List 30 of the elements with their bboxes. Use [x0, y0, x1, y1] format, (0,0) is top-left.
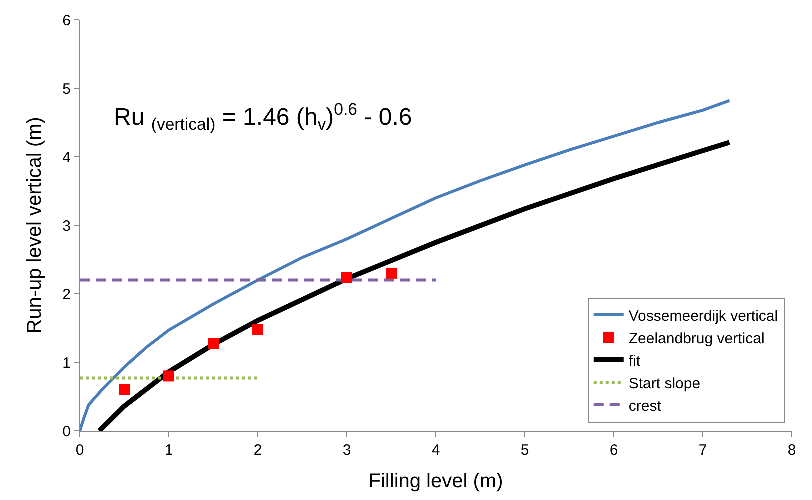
point	[208, 338, 219, 350]
y-tick-label: 1	[62, 354, 71, 372]
annotation: Ru $_{(vertical)}$ = 1.46 (h$_{v}$)$^{0.6}$ - 0.6	[114, 100, 412, 134]
y-axis-title: Run-up level vertical (m)	[24, 117, 46, 334]
point	[342, 272, 352, 284]
x-tick-label: 4	[432, 442, 440, 459]
y-tick-label: 4	[62, 149, 71, 166]
y-tick-label: 3	[62, 218, 71, 235]
legend-label: Zeelandbrug vertical	[628, 330, 765, 348]
y-tick-label: 6	[62, 12, 71, 30]
x-tick-label: 2	[254, 442, 262, 459]
legend-label: crest	[628, 398, 662, 415]
legend-label: Vossemeerdijk vertical	[628, 308, 778, 325]
x-tick-label: 6	[610, 442, 618, 459]
x-tick-label: 8	[788, 442, 796, 459]
x-axis-title: Filling level (m)	[368, 470, 504, 492]
y-tick-label: 5	[62, 80, 71, 98]
point	[164, 370, 174, 382]
point	[386, 268, 397, 279]
x-tick-label: 5	[520, 442, 530, 459]
legend-label: fit	[628, 352, 642, 370]
y-tick-label: 0	[62, 423, 71, 440]
point	[119, 384, 130, 396]
y-tick-label: 2	[62, 286, 71, 304]
point	[252, 324, 264, 336]
legend-label: Start slope	[628, 375, 701, 392]
x-tick-label: 0	[76, 442, 84, 459]
x-tick-label: 7	[698, 442, 708, 459]
x-tick-label: 1	[164, 442, 174, 459]
x-tick-label: 3	[342, 442, 352, 459]
